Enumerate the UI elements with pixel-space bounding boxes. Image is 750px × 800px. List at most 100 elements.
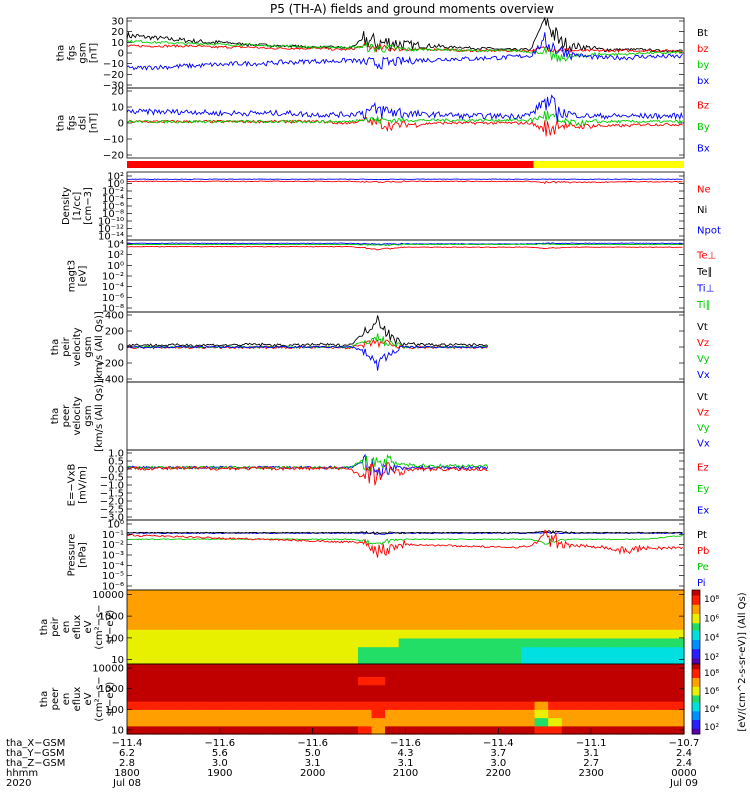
heatmap-cell — [235, 717, 250, 727]
colorbar-step — [692, 730, 700, 733]
y-tick-label: −1.0 — [100, 481, 124, 492]
heatmap-cell — [330, 646, 345, 656]
heatmap-cell — [575, 684, 590, 694]
heatmap-cell — [262, 590, 278, 604]
y-tick-label: −10 — [103, 135, 124, 146]
heatmap-cell — [317, 655, 332, 665]
heatmap-cell — [480, 637, 495, 648]
heatmap-cell — [575, 603, 590, 613]
heatmap-cell — [439, 620, 454, 630]
heatmap-cell — [575, 717, 590, 727]
heatmap-cell — [140, 646, 155, 656]
heatmap-cell — [249, 637, 264, 648]
colorbar-step — [692, 716, 700, 719]
heatmap-cell — [602, 664, 617, 677]
heatmap-cell — [520, 692, 536, 702]
colorbar-step — [692, 619, 700, 622]
legend-entry: Pt — [697, 530, 707, 541]
colorbar-step — [692, 683, 700, 686]
heatmap-cell — [167, 692, 182, 702]
heatmap-cell — [249, 701, 264, 710]
heatmap-cell — [616, 717, 631, 727]
heatmap-cell — [140, 603, 155, 613]
colorbar-step — [692, 597, 700, 600]
heatmap-cell — [480, 664, 495, 677]
heatmap-cell — [425, 629, 441, 639]
colorbars-group: 10⁸ 10⁶ 10⁴ 10² 10⁸ 10⁶ 10⁴ 10² [eV/(cm^2-s-sr-e… — [691, 589, 748, 735]
heatmap-cell — [493, 701, 508, 710]
heatmap-cell — [548, 637, 563, 648]
heatmap-cell — [493, 590, 508, 604]
colorbar-step — [692, 725, 700, 728]
colorbar-step — [692, 649, 700, 652]
heatmap-cell — [167, 603, 182, 613]
heatmap-cell — [561, 692, 576, 702]
heatmap-cell — [453, 646, 468, 656]
heatmap-cell — [520, 646, 536, 656]
heatmap-cell — [167, 701, 182, 710]
heatmap-cell — [643, 629, 658, 639]
heatmap-cell — [588, 684, 604, 694]
heatmap-cell — [357, 684, 373, 694]
heatmap-cell — [439, 717, 454, 727]
x-tick-label: 2100 — [393, 768, 418, 779]
heatmap-cell — [317, 717, 332, 727]
heatmap-cell — [154, 611, 169, 622]
heatmap-cell — [398, 692, 413, 702]
heatmap-cell — [222, 620, 237, 630]
heatmap-cell — [127, 637, 142, 648]
heatmap-cell — [588, 664, 604, 677]
colorbar-tick-label: 10⁶ — [704, 614, 719, 624]
y-tick-label: −10 — [103, 59, 124, 70]
heatmap-cell — [249, 676, 264, 686]
y-axis-label: tha — [39, 691, 50, 707]
heatmap-cell — [181, 701, 196, 710]
heatmap-cell — [303, 637, 318, 648]
heatmap-cell — [330, 620, 345, 630]
y-axis-label: peer — [61, 404, 72, 428]
heatmap-cell — [466, 709, 481, 719]
legend-entry: Ni — [697, 205, 707, 216]
heatmap-cell — [453, 637, 468, 648]
series-By — [126, 110, 683, 128]
panel-frame — [126, 239, 685, 313]
y-tick-label: 0 — [118, 49, 124, 60]
colorbar-step — [692, 709, 700, 712]
heatmap-cell — [466, 655, 481, 665]
colorbar-step — [692, 714, 700, 717]
heatmap-cell — [208, 676, 223, 686]
heatmap-cell — [548, 629, 563, 639]
heatmap-cell — [398, 646, 413, 656]
colorbar-step — [692, 636, 700, 639]
y-axis-label: [mV/m] — [78, 466, 89, 504]
heatmap-cell — [561, 664, 576, 677]
colorbar-step — [692, 628, 700, 632]
colorbar-step — [692, 645, 700, 648]
heatmap-cell — [616, 646, 631, 656]
heatmap-cell — [412, 655, 427, 665]
panel-p5: 400 200 0 −200 −400 tha peir velocity gsm [km/s (… — [50, 311, 710, 386]
heatmap-cell — [520, 590, 536, 604]
heatmap-cell — [357, 620, 373, 630]
legend-entry: Bz — [697, 101, 709, 112]
heatmap-cell — [181, 655, 196, 665]
heatmap-cell — [357, 646, 373, 656]
heatmap-cell — [561, 629, 576, 639]
heatmap-cell — [398, 590, 413, 604]
heatmap-cell — [466, 725, 481, 735]
heatmap-cell — [616, 664, 631, 677]
heatmap-cell — [439, 709, 454, 719]
heatmap-cell — [616, 637, 631, 648]
heatmap-cell — [249, 590, 264, 604]
colorbar-step — [692, 614, 700, 617]
colorbar-step — [692, 595, 700, 598]
y-tick-label: 10⁻⁸ — [102, 304, 124, 315]
heatmap-cell — [357, 590, 373, 604]
colorbar-step — [692, 723, 700, 726]
heatmap-cell — [520, 620, 536, 630]
y-axis-label: [eV] — [78, 266, 89, 287]
heatmap-cell — [290, 637, 305, 648]
y-tick-label: −3.0 — [100, 513, 124, 524]
y-tick-label: −20 — [103, 151, 124, 162]
